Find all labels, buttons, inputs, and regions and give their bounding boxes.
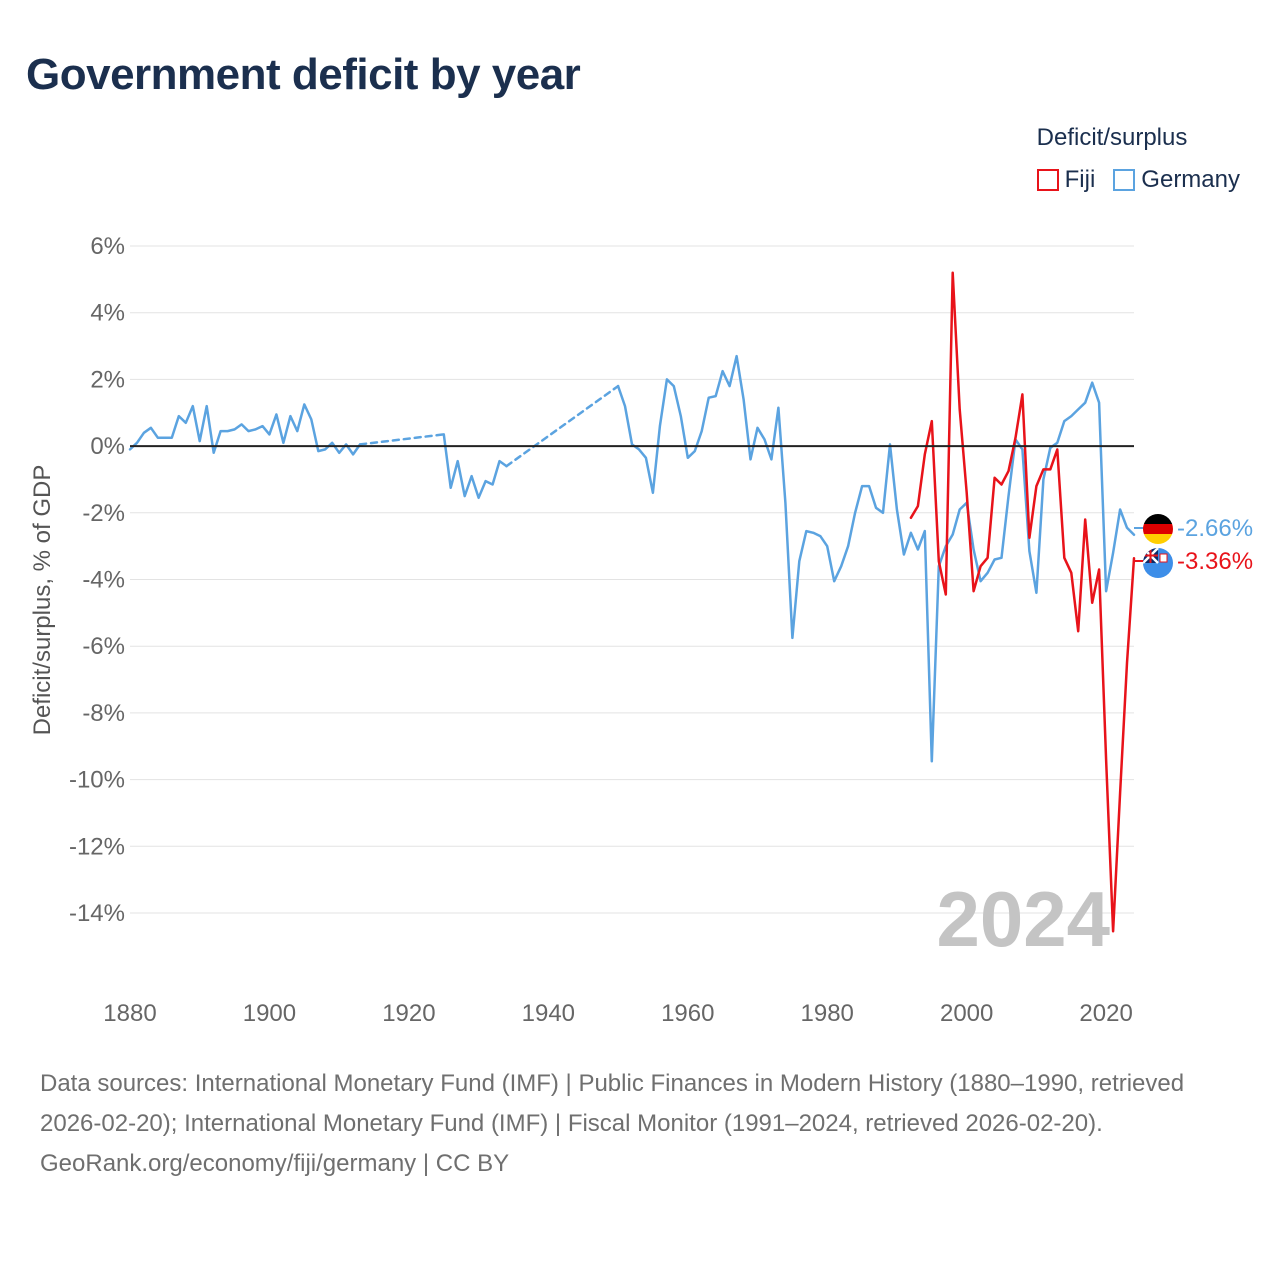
x-tick-label: 1940 [522, 1000, 575, 1027]
y-tick-label: 4% [90, 300, 125, 327]
y-tick-label: -10% [69, 767, 125, 794]
chart-title: Government deficit by year [26, 50, 581, 99]
y-tick-label: 6% [90, 233, 125, 260]
y-tick-label: -12% [69, 833, 125, 860]
legend-swatch-fiji [1036, 169, 1059, 191]
y-tick-label: 0% [90, 433, 125, 460]
germany-line-dashed [358, 433, 446, 446]
fiji-flag-icon [1143, 548, 1173, 578]
chart-plot: 6% 4% 2% 0% -2% -4% -6% -8% -10% -12% -14% 1880 190… [29, 233, 1253, 1027]
legend-swatch-germany [1113, 169, 1136, 191]
germany-line-solid [442, 433, 508, 500]
y-tick-label: -14% [69, 900, 125, 927]
end-label-germany: -2.66% [1134, 514, 1253, 544]
germany-end-value: -2.66% [1177, 515, 1253, 542]
year-watermark: 2024 [936, 875, 1110, 963]
end-label-fiji: -3.36% [1134, 548, 1253, 578]
x-tick-label: 1880 [103, 1000, 156, 1027]
y-tick-label: -6% [82, 633, 125, 660]
x-tick-label: 1900 [243, 1000, 296, 1027]
legend-label-germany: Germany [1141, 166, 1240, 193]
y-tick-label: 2% [90, 366, 125, 393]
legend-item-germany[interactable]: Germany [1113, 166, 1240, 194]
credit-link[interactable]: GeoRank.org/economy/fiji/germany | CC BY [40, 1150, 510, 1177]
x-tick-label: 1920 [382, 1000, 435, 1027]
series-layer [128, 271, 1136, 933]
y-tick-label: -2% [82, 500, 125, 527]
y-tick-label: -8% [82, 700, 125, 727]
legend-label-fiji: Fiji [1064, 166, 1096, 193]
footer: Data sources: International Monetary Fun… [40, 1064, 1240, 1184]
x-tick-label: 2020 [1079, 1000, 1132, 1027]
germany-flag-icon [1143, 514, 1173, 544]
series-germany [128, 354, 1136, 763]
x-tick-label: 1980 [801, 1000, 854, 1027]
legend-item-fiji[interactable]: Fiji [1036, 166, 1096, 194]
y-tick-labels: 6% 4% 2% 0% -2% -4% -6% -8% -10% -12% -14% [69, 233, 125, 927]
fiji-line-solid [909, 271, 1136, 933]
germany-line-dashed [505, 384, 620, 468]
x-tick-label: 1960 [661, 1000, 714, 1027]
legend: Deficit/surplus Fiji Germany [1036, 124, 1240, 194]
legend-title: Deficit/surplus [1036, 124, 1188, 151]
germany-line-solid [616, 354, 1136, 763]
series-fiji [909, 271, 1136, 933]
data-sources: Data sources: International Monetary Fun… [40, 1070, 1185, 1137]
x-tick-label: 2000 [940, 1000, 993, 1027]
grid-layer [130, 245, 1134, 914]
y-axis-label: Deficit/surplus, % of GDP [29, 465, 56, 736]
x-tick-labels: 1880 1900 1920 1940 1960 1980 2000 2020 [103, 1000, 1133, 1027]
y-tick-label: -4% [82, 567, 125, 594]
legend-items: Fiji Germany [1036, 166, 1240, 194]
germany-line-solid [128, 403, 362, 456]
fiji-end-value: -3.36% [1177, 548, 1253, 575]
